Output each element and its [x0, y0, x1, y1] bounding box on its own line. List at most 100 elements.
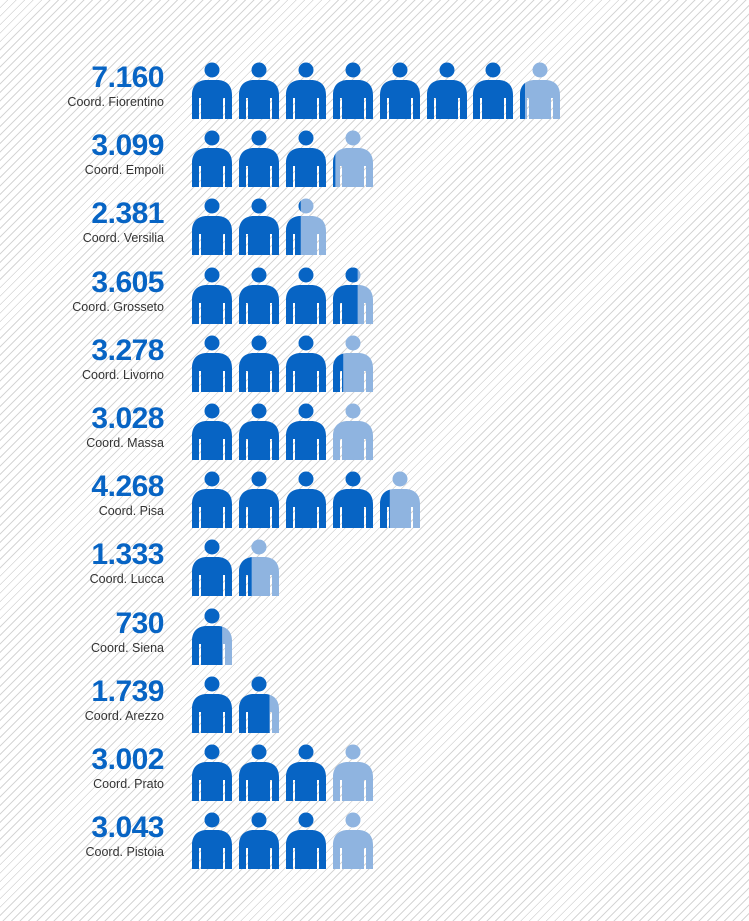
- value-label: 4.268: [91, 470, 164, 504]
- value-label: 3.028: [91, 402, 164, 435]
- person-icon: [238, 198, 279, 256]
- person-icon: [285, 130, 326, 188]
- category-label: Coord. Pisa: [98, 504, 164, 519]
- person-icon: [379, 62, 420, 119]
- person-icon: [285, 335, 326, 392]
- person-icon: [285, 812, 326, 870]
- person-icon: [192, 335, 232, 392]
- person-icon: [379, 471, 420, 529]
- row-label: 1.739 Coord. Arezzo: [0, 674, 165, 724]
- person-icon: [332, 812, 373, 870]
- row-label: 4.268 Coord. Pisa: [0, 471, 164, 519]
- person-icon: [192, 267, 232, 324]
- category-label: Coord. Livorno: [82, 367, 164, 382]
- person-icon: [192, 744, 232, 801]
- category-label: Coord. Pistoia: [85, 845, 164, 860]
- person-icon: [238, 812, 279, 870]
- icon-row: [190, 62, 730, 122]
- person-icon: [238, 130, 279, 188]
- value-label: 3.002: [91, 743, 164, 776]
- person-icon: [192, 539, 232, 597]
- value-label: 3.099: [91, 129, 164, 163]
- row-label: 3.278 Coord. Livorno: [0, 333, 165, 383]
- chart-row: 4.268 Coord. Pisa: [0, 471, 749, 531]
- person-icon: [332, 335, 373, 392]
- icon-row: [190, 403, 730, 463]
- person-icon: [238, 335, 279, 392]
- category-label: Coord. Versilia: [82, 231, 164, 246]
- person-icon: [238, 676, 279, 733]
- chart-row: 1.739 Coord. Arezzo: [0, 674, 749, 736]
- category-label: Coord. Massa: [86, 436, 164, 450]
- person-icon: [192, 403, 232, 460]
- value-label: 1.333: [91, 538, 164, 572]
- person-icon: [473, 62, 514, 119]
- person-icon: [332, 403, 373, 460]
- chart-row: 1.333 Coord. Lucca: [0, 539, 749, 599]
- category-label: Coord. Empoli: [84, 163, 164, 178]
- row-label: 3.028 Coord. Massa: [0, 403, 164, 451]
- value-label: 3.278: [91, 333, 164, 367]
- person-icon: [332, 267, 373, 324]
- person-icon: [238, 267, 279, 324]
- person-icon: [238, 62, 279, 119]
- person-icon: [426, 62, 467, 119]
- chart-row: 7.160 Coord. Fiorentino: [0, 62, 749, 122]
- row-label: 3.605 Coord. Grosseto: [0, 265, 164, 315]
- row-label: 7.160 Coord. Fiorentino: [0, 62, 164, 110]
- person-icon: [238, 471, 279, 529]
- category-label: Coord. Grosseto: [72, 299, 164, 314]
- row-label: 3.002 Coord. Prato: [0, 744, 164, 792]
- chart-row: 3.002 Coord. Prato: [0, 744, 749, 804]
- person-icon: [285, 198, 326, 256]
- person-icon: [238, 744, 279, 801]
- person-icon: [285, 744, 326, 801]
- person-icon: [192, 812, 232, 870]
- person-icon: [285, 62, 326, 119]
- category-label: Coord. Siena: [91, 640, 164, 655]
- row-label: 1.333 Coord. Lucca: [0, 538, 165, 587]
- row-label: 2.381 Coord. Versilia: [0, 197, 165, 246]
- icon-row: [190, 608, 730, 668]
- row-label: 3.043 Coord. Pistoia: [0, 812, 164, 860]
- chart-row: 3.043 Coord. Pistoia: [0, 812, 749, 872]
- chart-row: 2.381 Coord. Versilia: [0, 198, 749, 258]
- value-label: 2.381: [91, 197, 164, 231]
- row-label: 730 Coord. Siena: [0, 607, 164, 656]
- value-label: 3.605: [91, 265, 164, 299]
- chart-row: 3.278 Coord. Livorno: [0, 333, 749, 395]
- icon-row: [190, 744, 730, 804]
- person-icon: [192, 471, 232, 529]
- value-label: 7.160: [91, 61, 164, 94]
- person-icon: [192, 62, 232, 119]
- icon-row: [190, 812, 730, 872]
- category-label: Coord. Arezzo: [84, 708, 164, 723]
- person-icon: [192, 608, 232, 665]
- icon-row: [190, 539, 730, 599]
- chart-row: 730 Coord. Siena: [0, 607, 749, 668]
- chart-row: 3.099 Coord. Empoli: [0, 130, 749, 190]
- person-icon: [332, 62, 373, 119]
- icon-row: [190, 335, 730, 395]
- value-label: 3.043: [91, 811, 164, 845]
- person-icon: [238, 403, 279, 460]
- person-icon: [192, 676, 232, 733]
- row-label: 3.099 Coord. Empoli: [0, 129, 165, 178]
- chart-row: 3.605 Coord. Grosseto: [0, 265, 749, 327]
- icon-row: [190, 198, 730, 258]
- person-icon: [192, 130, 232, 188]
- icon-row: [190, 130, 730, 190]
- category-label: Coord. Lucca: [89, 572, 164, 587]
- person-icon: [520, 62, 561, 119]
- person-icon: [192, 198, 232, 256]
- icon-row: [190, 676, 730, 736]
- person-icon: [238, 539, 279, 597]
- icon-row: [190, 267, 730, 327]
- person-icon: [285, 267, 326, 324]
- chart-row: 3.028 Coord. Massa: [0, 403, 749, 463]
- value-label: 1.739: [91, 674, 164, 708]
- category-label: Coord. Fiorentino: [67, 95, 164, 109]
- person-icon: [332, 744, 373, 801]
- person-icon: [332, 130, 373, 188]
